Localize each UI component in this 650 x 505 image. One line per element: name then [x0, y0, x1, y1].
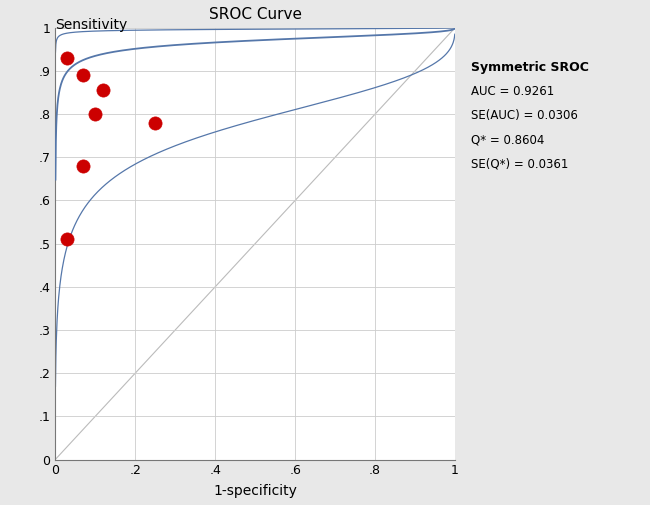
Title: SROC Curve: SROC Curve	[209, 8, 302, 22]
Text: SE(Q*) = 0.0361: SE(Q*) = 0.0361	[471, 158, 569, 171]
Point	[78, 71, 88, 79]
Text: AUC = 0.9261: AUC = 0.9261	[471, 85, 554, 98]
Point	[62, 235, 72, 243]
Text: SE(AUC) = 0.0306: SE(AUC) = 0.0306	[471, 109, 578, 122]
Point	[150, 119, 161, 127]
Text: Sensitivity: Sensitivity	[55, 18, 127, 32]
Text: Q* = 0.8604: Q* = 0.8604	[471, 133, 545, 146]
Text: Symmetric SROC: Symmetric SROC	[471, 61, 589, 74]
Point	[78, 162, 88, 170]
Point	[62, 54, 72, 62]
Point	[98, 86, 109, 94]
X-axis label: 1-specificity: 1-specificity	[213, 484, 297, 498]
Point	[90, 110, 100, 118]
